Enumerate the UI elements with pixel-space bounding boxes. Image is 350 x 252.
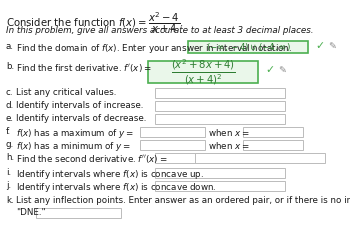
Text: Identify intervals where $f(x)$ is concave up.: Identify intervals where $f(x)$ is conca… [16,168,204,181]
Text: a.: a. [6,42,14,51]
Text: Consider the function $f(x) = \dfrac{x^2-4}{x+4}$.: Consider the function $f(x) = \dfrac{x^2… [6,10,184,35]
Text: $f(x)$ has a minimum of $y =$: $f(x)$ has a minimum of $y =$ [16,140,131,153]
Text: j.: j. [6,181,11,190]
Text: "DNE.": "DNE." [16,208,46,217]
Text: k.: k. [6,196,14,205]
Bar [155,168,285,178]
Text: g.: g. [6,140,14,149]
Text: Identify intervals of increase.: Identify intervals of increase. [16,101,144,110]
Text: when $x =$: when $x =$ [208,127,250,138]
Bar [36,208,121,218]
Text: Identify intervals where $f(x)$ is concave down.: Identify intervals where $f(x)$ is conca… [16,181,217,194]
Bar [155,153,285,163]
Text: Find the first derivative. $f^{\prime}(x) =$: Find the first derivative. $f^{\prime}(x… [16,62,152,74]
Text: i.: i. [6,168,11,177]
Bar [155,114,285,124]
Bar [243,127,303,137]
Text: Identify intervals of decrease.: Identify intervals of decrease. [16,114,146,123]
Text: ✎: ✎ [278,66,286,75]
Text: b.: b. [6,62,14,71]
Bar [140,140,205,150]
Text: e.: e. [6,114,14,123]
Text: when $x =$: when $x =$ [208,140,250,151]
Text: $\dfrac{(x^2+8x+4)}{(x+4)^2}$: $\dfrac{(x^2+8x+4)}{(x+4)^2}$ [170,57,236,87]
Text: ✓: ✓ [315,41,324,51]
Text: Find the second derivative. $f^{\prime\prime}(x) =$: Find the second derivative. $f^{\prime\p… [16,153,167,165]
Text: c.: c. [6,88,14,97]
Bar [155,101,285,111]
Text: h.: h. [6,153,14,162]
Bar [188,41,308,53]
Bar [140,127,205,137]
Text: $f(x)$ has a maximum of $y =$: $f(x)$ has a maximum of $y =$ [16,127,134,140]
Text: Find the domain of $f(x)$. Enter your answer in interval notation.: Find the domain of $f(x)$. Enter your an… [16,42,292,55]
Bar [195,153,325,163]
Bar [155,88,285,98]
Bar [243,140,303,150]
Text: d.: d. [6,101,14,110]
Text: List any inflection points. Enter answer as an ordered pair, or if there is no i: List any inflection points. Enter answer… [16,196,350,205]
Text: f.: f. [6,127,11,136]
Text: ✎: ✎ [328,42,336,50]
Text: ✓: ✓ [265,65,274,75]
Text: $(-\infty,-4)\cup(-4,\infty)$: $(-\infty,-4)\cup(-4,\infty)$ [205,41,290,53]
Bar [148,61,258,83]
Text: List any critical values.: List any critical values. [16,88,116,97]
Text: In this problem, give all answers accurate to at least 3 decimal places.: In this problem, give all answers accura… [6,26,314,35]
Bar [155,181,285,191]
